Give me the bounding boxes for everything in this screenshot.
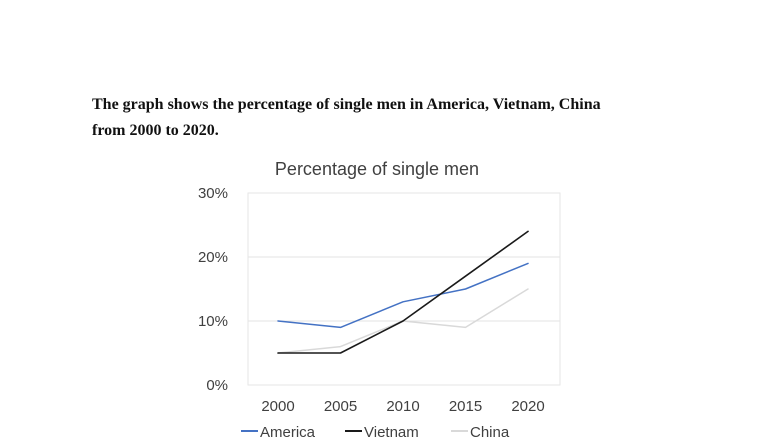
- y-tick-label: 10%: [198, 313, 228, 330]
- caption-line-2: from 2000 to 2020.: [92, 122, 219, 139]
- series-layer: [277, 230, 529, 354]
- y-axis: 0% 10% 20% 30%: [198, 185, 228, 394]
- x-tick-label: 2000: [261, 398, 294, 415]
- caption-line-1: The graph shows the percentage of single…: [92, 96, 601, 113]
- series-line-vietnam: [277, 230, 529, 354]
- x-tick-label: 2020: [511, 398, 544, 415]
- x-tick-label: 2005: [324, 398, 357, 415]
- x-tick-label: 2015: [449, 398, 482, 415]
- legend-label-vietnam: Vietnam: [364, 424, 419, 441]
- y-tick-label: 20%: [198, 249, 228, 266]
- legend-label-china: China: [470, 424, 510, 441]
- legend-label-america: America: [260, 424, 316, 441]
- chart-caption: The graph shows the percentage of single…: [92, 92, 732, 144]
- y-tick-label: 30%: [198, 185, 228, 202]
- x-axis: 2000 2005 2010 2015 2020: [261, 398, 544, 415]
- legend: America Vietnam China: [241, 424, 510, 441]
- chart-title: Percentage of single men: [275, 159, 479, 179]
- y-tick-label: 0%: [206, 377, 228, 394]
- series-line-america: [277, 262, 529, 329]
- gridlines: [248, 256, 560, 322]
- plot-frame: [247, 192, 561, 386]
- x-tick-label: 2010: [386, 398, 419, 415]
